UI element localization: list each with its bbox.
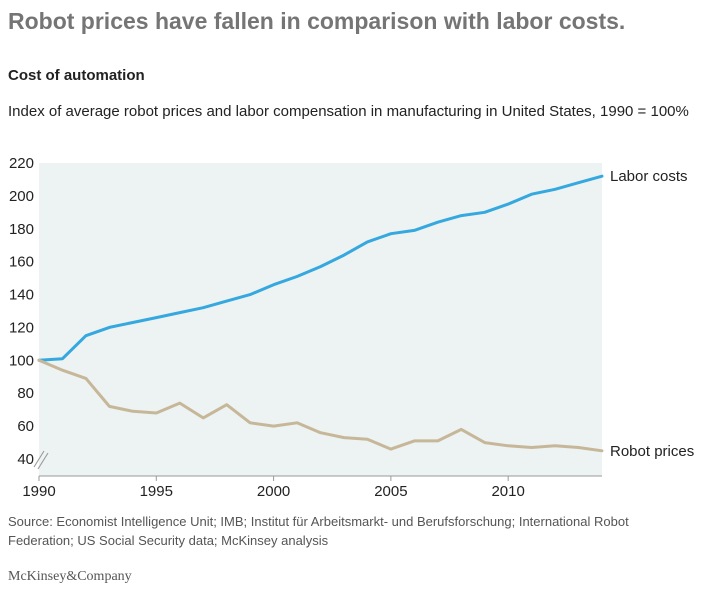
labor-costs-line <box>37 174 604 362</box>
x-tick-label: 2005 <box>374 483 407 500</box>
series-group: Labor costs Robot prices <box>37 168 694 460</box>
x-tick-label: 1995 <box>140 483 173 500</box>
y-tick-label: 120 <box>9 319 34 336</box>
y-tick-label: 160 <box>9 254 34 271</box>
y-tick-label: 60 <box>17 418 34 435</box>
y-tick-label: 100 <box>9 352 34 369</box>
y-tick-label: 40 <box>17 451 34 468</box>
x-tick-label: 2010 <box>491 483 524 500</box>
chart-title: Cost of automation <box>8 67 145 84</box>
source-note: Source: Economist Intelligence Unit; IMB… <box>8 514 629 548</box>
y-tick-label: 200 <box>9 188 34 205</box>
chart-subtitle: Index of average robot prices and labor … <box>8 103 689 120</box>
x-tick-label: 1990 <box>22 483 55 500</box>
axis-break-slash <box>33 450 49 470</box>
y-tick-label: 180 <box>9 221 34 238</box>
y-axis: 40 60 80 100 120 140 160 180 200 220 <box>9 155 34 468</box>
y-tick-label: 140 <box>9 287 34 304</box>
axis-break-icon <box>33 450 49 470</box>
y-tick-label: 80 <box>17 385 34 402</box>
line-chart: 40 60 80 100 120 140 160 180 200 220 1990 1995 2000… <box>9 155 694 500</box>
x-axis: 1990 1995 2000 2005 2010 <box>22 475 602 500</box>
robot-prices-label: Robot prices <box>610 443 694 460</box>
plot-background <box>39 163 602 476</box>
headline: Robot prices have fallen in comparison w… <box>8 8 626 34</box>
brand-logo: McKinsey&Company <box>8 569 132 584</box>
x-tick-label: 2000 <box>257 483 290 500</box>
y-tick-label: 220 <box>9 155 34 172</box>
robot-prices-line <box>37 358 604 453</box>
labor-costs-label: Labor costs <box>610 168 688 185</box>
